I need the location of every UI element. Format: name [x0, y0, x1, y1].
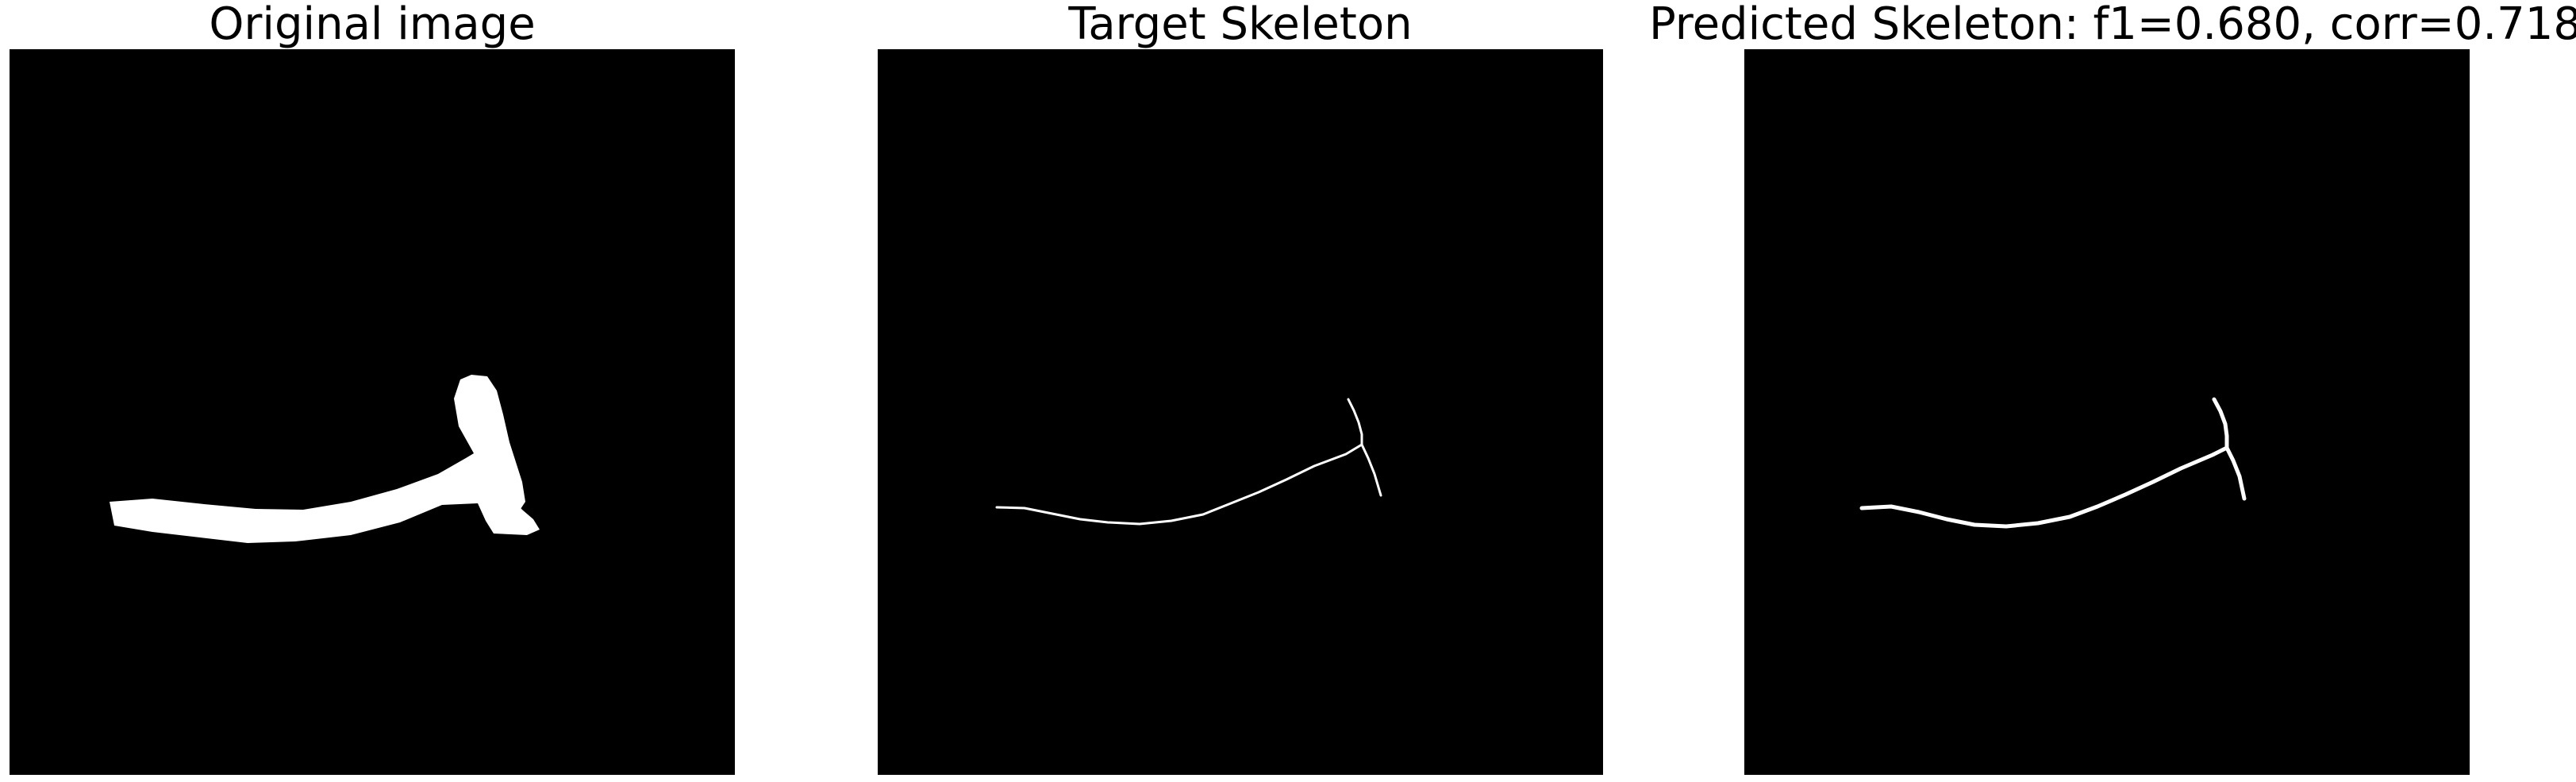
- original-stroke-drawing: [110, 375, 540, 543]
- predicted-skeleton-upper-branch: [2212, 397, 2229, 450]
- target-skeleton-panel: Target Skeleton: [878, 0, 1603, 782]
- original-stroke-body: [110, 446, 540, 543]
- original-stroke-knob: [454, 375, 525, 514]
- predicted-skeleton-image: [1744, 49, 2470, 775]
- predicted-skeleton-panel: Predicted Skeleton: f1=0.680, corr=0.718: [1649, 0, 2576, 782]
- target-skeleton-image: [878, 49, 1603, 775]
- target-skeleton-lower-branch: [1360, 443, 1382, 497]
- predicted-skeleton-lower-branch: [2224, 445, 2247, 501]
- original-image-panel: Original image: [10, 0, 735, 782]
- target-skeleton-main-branch: [995, 443, 1363, 526]
- predicted-skeleton-drawing: [1859, 397, 2247, 529]
- predicted-skeleton-main-branch: [1859, 445, 2229, 529]
- target-skeleton-title: Target Skeleton: [1068, 0, 1413, 50]
- target-skeleton-upper-branch: [1347, 398, 1363, 446]
- target-skeleton-drawing: [995, 398, 1382, 526]
- predicted-skeleton-title: Predicted Skeleton: f1=0.680, corr=0.718: [1649, 0, 2576, 50]
- original-image-title: Original image: [209, 0, 536, 50]
- original-image: [10, 49, 735, 775]
